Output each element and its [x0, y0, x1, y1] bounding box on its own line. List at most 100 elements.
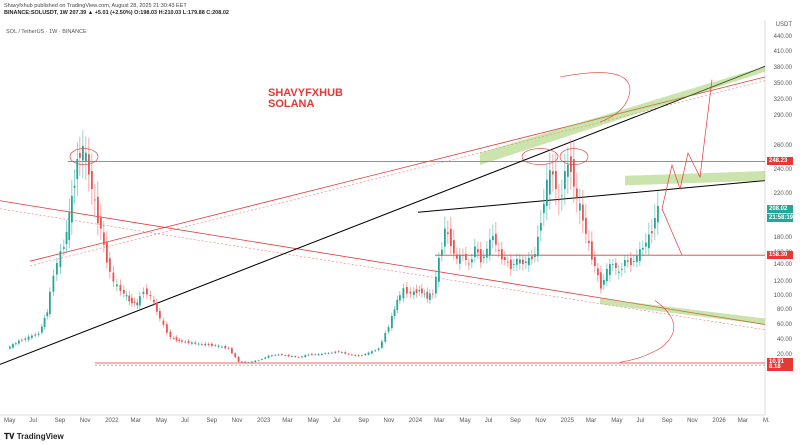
green-channel-low: [600, 298, 765, 325]
candle-body: [367, 352, 370, 355]
candle-body: [413, 291, 415, 295]
price-axis-label: 320.00: [773, 97, 792, 103]
candle-body: [549, 170, 551, 195]
candle-body: [612, 264, 614, 265]
candle-body: [24, 338, 27, 340]
candle-body: [600, 272, 602, 289]
projection-curve-top: [559, 72, 631, 123]
candle-body: [166, 324, 168, 333]
candle-body: [56, 263, 58, 275]
candle-body: [459, 254, 461, 264]
candle-body: [217, 345, 220, 347]
price-axis-label: 240.00: [773, 167, 792, 173]
candle-body: [513, 264, 515, 265]
candle-body: [314, 354, 317, 356]
candle-body: [450, 228, 452, 247]
candle-body: [321, 353, 323, 355]
candle-body: [657, 205, 659, 223]
candle-body: [510, 259, 512, 269]
candle-body: [257, 360, 260, 362]
time-axis-label: Sep: [661, 418, 673, 424]
candle-body: [125, 295, 128, 297]
candle-body: [65, 232, 68, 244]
candle-body: [136, 302, 139, 306]
watermark-line1: SHAVYFXHUB: [268, 87, 343, 99]
candle-body: [169, 331, 172, 338]
publish-info: Shavyfxhub published on TradingView.com,…: [4, 3, 187, 9]
candle-body: [68, 212, 71, 240]
candle-body: [648, 234, 650, 249]
candle-body: [207, 343, 210, 346]
candle-body: [123, 290, 125, 294]
price-tag: 21:58:19: [767, 214, 794, 222]
candle-body: [558, 199, 560, 201]
candle-body: [261, 359, 263, 360]
candle-body: [291, 356, 293, 357]
candle-body: [131, 297, 133, 304]
descending-trendline-dash: [0, 208, 766, 330]
time-axis-label: Jul: [181, 418, 189, 424]
logo-text: TradingView: [16, 432, 64, 441]
candle-body: [522, 259, 524, 265]
candle-body: [94, 199, 96, 201]
price-axis-label: 290.00: [773, 113, 792, 119]
candle-body: [393, 309, 396, 316]
candle-body: [609, 263, 611, 276]
candle-body: [645, 242, 647, 247]
candle-body: [9, 346, 11, 349]
candle-body: [156, 302, 158, 312]
candle-body: [204, 343, 207, 346]
candle-body: [27, 336, 30, 340]
candle-body: [504, 257, 506, 260]
candle-body: [146, 288, 148, 295]
currency-label: USDT: [775, 22, 792, 28]
candle-body: [71, 195, 73, 223]
price-axis-label: 180.00: [773, 235, 792, 241]
candle-body: [402, 288, 405, 299]
candle-body: [630, 257, 632, 266]
tradingview-logo[interactable]: 𝐓𝐕 TradingView: [4, 432, 64, 442]
candle-body: [18, 340, 20, 344]
chart-watermark: SHAVYFXHUB SOLANA: [268, 88, 343, 110]
candle-body: [37, 333, 40, 335]
price-axis-label: 20.00: [776, 352, 792, 358]
candle-body: [142, 291, 145, 294]
price-tag: 208.02: [767, 204, 793, 213]
candle-body: [585, 218, 587, 234]
candle-body: [651, 231, 653, 234]
candle-body: [21, 339, 23, 341]
candle-body: [381, 341, 383, 348]
candle-body: [15, 343, 17, 345]
neckline: [417, 180, 766, 213]
candle-body: [97, 196, 99, 224]
time-axis-label: 2022: [105, 418, 119, 424]
candle-body: [453, 240, 455, 254]
candle-body: [214, 345, 217, 347]
candle-body: [49, 291, 51, 315]
candle-body: [31, 335, 33, 338]
symbol-info: BINANCE:SOLUSDT, 1W 207.39 ▲ +5.01 (+2.5…: [4, 10, 229, 16]
time-axis-label: M.: [763, 418, 770, 424]
candle-body: [301, 356, 303, 358]
candle-body: [387, 327, 390, 332]
candle-body: [456, 254, 458, 259]
time-axis-label: May: [459, 418, 471, 424]
price-chart[interactable]: [0, 20, 800, 420]
candle-body: [606, 268, 608, 282]
candle-body: [337, 351, 340, 353]
candle-body: [100, 218, 102, 229]
price-axis-label: 100.00: [773, 293, 792, 299]
candle-body: [576, 188, 578, 198]
candle-body: [429, 293, 431, 300]
projection-curve-bottom: [619, 300, 675, 363]
time-axis-label: Mar: [737, 418, 749, 424]
candle-body: [531, 256, 533, 260]
candle-body: [567, 164, 569, 177]
top-circle-2024: [521, 148, 559, 165]
candle-body: [406, 286, 408, 294]
candle-body: [347, 353, 350, 355]
candle-body: [486, 248, 488, 258]
candle-body: [621, 268, 623, 270]
candle-body: [175, 337, 178, 341]
time-axis-label: Mar: [585, 418, 597, 424]
